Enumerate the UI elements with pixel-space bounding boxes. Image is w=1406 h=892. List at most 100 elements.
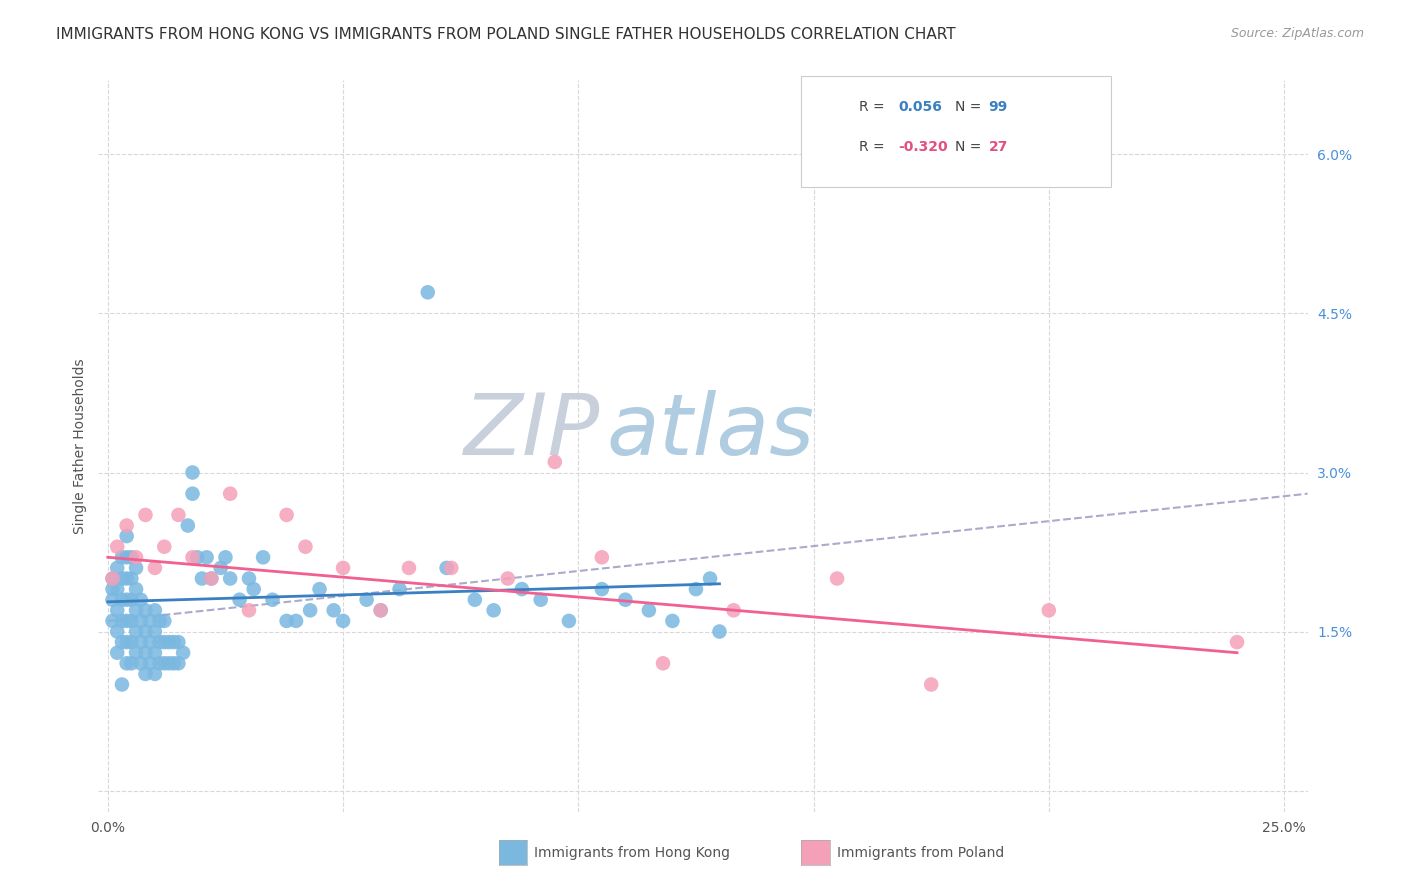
Point (115, 529, 138, 543)
Point (652, 657, 675, 671)
Text: ZIP: ZIP (464, 390, 600, 473)
Point (219, 486, 242, 500)
Point (139, 635, 162, 649)
Point (464, 592, 486, 607)
Point (101, 572, 124, 586)
Point (157, 635, 180, 649)
Point (242, 582, 264, 596)
Text: Source: ZipAtlas.com: Source: ZipAtlas.com (1230, 27, 1364, 40)
Point (125, 646, 148, 660)
Point (416, 285, 439, 300)
Point (115, 518, 138, 533)
Point (591, 582, 613, 596)
Point (139, 657, 162, 671)
Point (101, 614, 124, 628)
Point (685, 582, 707, 596)
Point (614, 592, 637, 607)
Text: 27: 27 (988, 140, 1008, 154)
Point (181, 486, 204, 500)
Point (482, 603, 505, 617)
Point (101, 592, 124, 607)
Point (143, 667, 166, 681)
Point (186, 550, 208, 565)
Point (181, 550, 204, 565)
Point (195, 550, 218, 565)
Point (299, 603, 322, 617)
Point (262, 592, 284, 607)
Point (111, 677, 134, 691)
Point (134, 646, 156, 660)
Point (238, 572, 260, 586)
Point (200, 572, 222, 586)
Point (1226, 635, 1249, 649)
Point (167, 508, 190, 522)
Point (723, 603, 745, 617)
Point (143, 624, 166, 639)
Point (238, 603, 260, 617)
Point (125, 603, 148, 617)
Point (661, 614, 683, 628)
Point (558, 614, 581, 628)
Point (332, 614, 354, 628)
Point (276, 614, 298, 628)
Point (388, 582, 411, 596)
Point (134, 667, 156, 681)
Point (638, 603, 661, 617)
Point (115, 592, 138, 607)
Point (1038, 603, 1060, 617)
Point (294, 540, 316, 554)
Point (134, 508, 156, 522)
Point (105, 624, 128, 639)
Y-axis label: Single Father Households: Single Father Households (73, 359, 87, 533)
Point (699, 572, 721, 586)
Text: N =: N = (955, 100, 986, 114)
Point (167, 657, 190, 671)
Point (370, 603, 392, 617)
Point (149, 635, 172, 649)
Point (172, 646, 194, 660)
Point (129, 592, 152, 607)
Point (544, 455, 567, 469)
Text: 0.056: 0.056 (898, 100, 942, 114)
Point (153, 540, 176, 554)
Point (111, 550, 134, 565)
Text: R =: R = (859, 140, 889, 154)
Point (143, 646, 166, 660)
Point (125, 550, 148, 565)
Point (200, 572, 222, 586)
Point (308, 582, 330, 596)
Point (115, 635, 138, 649)
Point (252, 550, 274, 565)
Point (143, 561, 166, 575)
Text: 99: 99 (988, 100, 1008, 114)
Point (120, 550, 142, 565)
Point (825, 572, 848, 586)
Point (105, 603, 128, 617)
Text: Immigrants from Hong Kong: Immigrants from Hong Kong (534, 846, 730, 860)
Point (101, 572, 124, 586)
Point (129, 657, 152, 671)
Text: Immigrants from Poland: Immigrants from Poland (837, 846, 1004, 860)
Point (332, 561, 354, 575)
Point (530, 592, 553, 607)
Point (134, 603, 156, 617)
Point (177, 518, 200, 533)
Point (149, 657, 172, 671)
Point (356, 592, 378, 607)
Point (398, 561, 420, 575)
Point (120, 614, 142, 628)
Point (120, 592, 142, 607)
Point (157, 657, 180, 671)
Point (111, 614, 134, 628)
Text: IMMIGRANTS FROM HONG KONG VS IMMIGRANTS FROM POLAND SINGLE FATHER HOUSEHOLDS COR: IMMIGRANTS FROM HONG KONG VS IMMIGRANTS … (56, 27, 956, 42)
Point (163, 635, 186, 649)
Text: atlas: atlas (606, 390, 814, 473)
Point (219, 572, 242, 586)
Text: -0.320: -0.320 (898, 140, 948, 154)
Point (139, 614, 162, 628)
Text: N =: N = (955, 140, 986, 154)
Point (149, 614, 172, 628)
Point (125, 582, 148, 596)
Point (111, 572, 134, 586)
Point (285, 614, 308, 628)
